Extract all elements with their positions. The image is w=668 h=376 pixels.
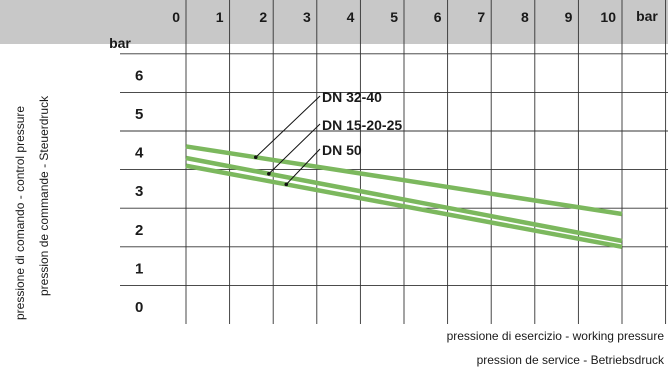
y-tick-label: 6 (135, 67, 143, 84)
x-tick-label: 1 (216, 9, 224, 25)
x-tick-label: 9 (565, 9, 573, 25)
x-tick-label: 6 (434, 9, 442, 25)
series-line (185, 144, 623, 217)
x-tick-label: 7 (477, 9, 485, 25)
y-tick-label: 2 (135, 222, 143, 239)
series-label: DN 32-40 (322, 89, 382, 105)
y-axis-title-line-2: pression de commande - Steuerdruck (37, 95, 51, 296)
series-leader-line (268, 123, 321, 175)
tick-labels: 0 1 2 3 4 5 6 7 8 9 10 0 1 2 3 4 5 6 (135, 9, 616, 316)
x-tick-label: 8 (521, 9, 529, 25)
y-tick-label: 3 (135, 183, 143, 200)
x-tick-label: 10 (600, 9, 616, 25)
header-band (0, 0, 668, 44)
x-axis-title-line-1: pressione di esercizio - working pressur… (447, 329, 665, 343)
y-axis-title-line-1: pressione di comando - control pressure (13, 106, 27, 320)
y-tick-label: 0 (135, 299, 143, 316)
series-leader-line (255, 95, 321, 158)
series-leader-line (285, 148, 321, 185)
y-unit-label: bar (109, 35, 131, 51)
series-label: DN 50 (322, 142, 362, 158)
x-tick-label: 4 (347, 9, 355, 25)
y-tick-label: 4 (135, 145, 144, 162)
series-line (185, 163, 623, 250)
series-label: DN 15-20-25 (322, 117, 402, 133)
x-unit-label: bar (636, 8, 658, 24)
series-line (185, 155, 623, 244)
x-axis-title-line-2: pression de service - Betriebsdruck (477, 353, 665, 367)
x-tick-label: 5 (390, 9, 398, 25)
x-tick-label: 2 (259, 9, 267, 25)
y-tick-label: 1 (135, 260, 143, 277)
x-tick-label: 3 (303, 9, 311, 25)
y-tick-label: 5 (135, 106, 143, 123)
series-leader-dot (253, 155, 258, 160)
x-tick-label: 0 (172, 9, 180, 25)
series-leader-dot (267, 171, 271, 176)
grid (120, 0, 668, 324)
series-layer (185, 144, 623, 250)
series-labels: DN 32-40 DN 15-20-25 DN 50 (253, 89, 402, 187)
series-leader-dot (284, 182, 289, 187)
